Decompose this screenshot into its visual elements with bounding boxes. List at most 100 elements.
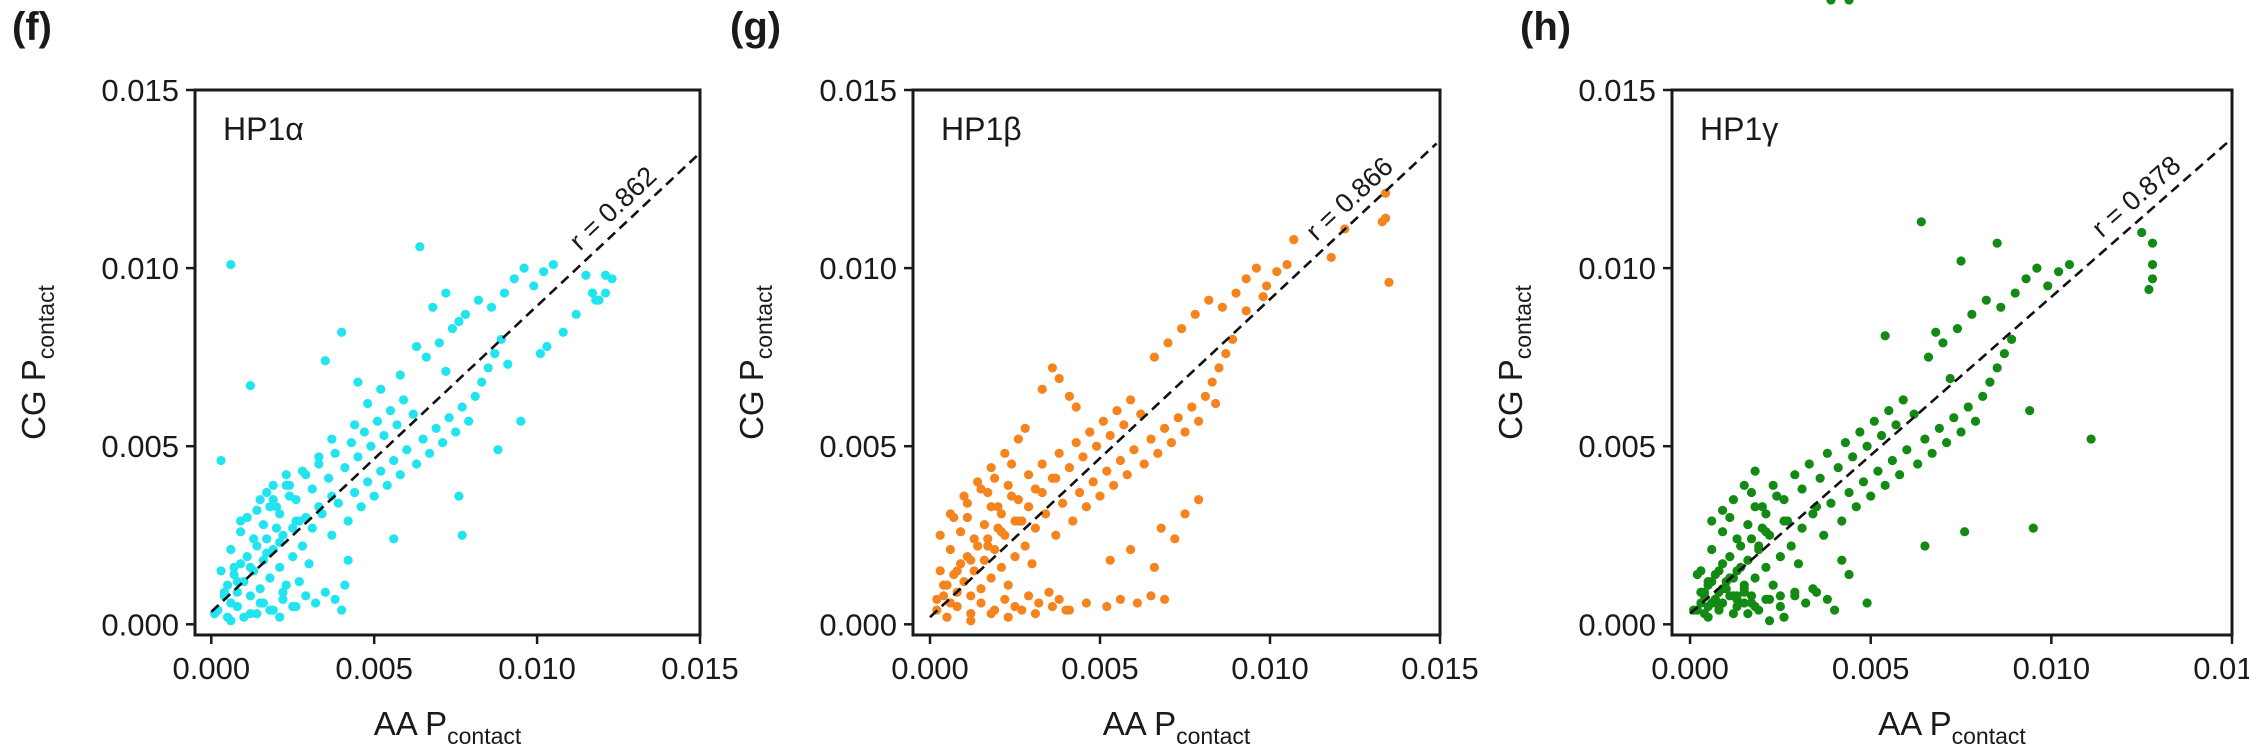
data-point [2086,434,2096,444]
data-point [1020,423,1030,433]
data-point [1115,455,1125,466]
data-point [340,462,350,473]
data-point [1761,527,1771,537]
data-point [509,274,519,284]
y-axis-label-subscript: contact [33,284,59,359]
data-point [1855,427,1865,437]
data-point [932,594,942,604]
data-point [1725,512,1735,523]
data-point [1757,502,1767,512]
data-point [935,530,945,540]
data-point [1109,480,1119,490]
y-axis-label-main: CG P [1492,359,1529,440]
data-point [1938,338,1948,348]
data-point [1030,523,1040,533]
data-point [558,327,568,337]
data-point [516,416,526,426]
data-point [359,427,370,437]
data-point [990,544,1000,555]
data-point [1880,480,1890,490]
data-point [1037,384,1047,394]
plot-frame [911,88,1442,637]
data-point [1068,516,1078,526]
data-point [979,555,990,565]
data-point [1739,580,1749,590]
data-point [1092,441,1102,451]
data-point [1180,509,1190,519]
data-point [382,480,392,490]
x-axis-label: AA Pcontact [374,705,522,749]
data-point [1007,491,1017,501]
data-point [1786,541,1796,551]
data-point [935,566,945,576]
data-point [457,530,467,540]
data-point [587,288,598,298]
data-point [962,512,973,523]
data-point [1000,448,1010,458]
data-point [271,523,282,533]
data-point [252,505,262,515]
data-point [1149,352,1159,362]
data-point [969,534,979,544]
data-point [1761,594,1771,604]
data-point [1775,552,1785,562]
data-point [1153,448,1163,458]
data-point [1761,562,1771,572]
data-point [1381,213,1391,223]
y-tick-label: 0.015 [101,73,179,108]
data-point [333,498,343,508]
data-point [275,509,285,519]
x-tick-label: 0.005 [335,651,413,686]
data-point [1956,256,1966,266]
data-point [1714,566,1724,576]
data-point [1717,505,1728,515]
data-point [219,587,229,597]
data-point [418,434,428,444]
data-point [1166,438,1176,448]
data-point [1808,584,1818,594]
data-point [1775,591,1785,601]
x-tick-label: 0.010 [2013,651,2091,686]
data-point [1840,438,1851,448]
data-point [1779,495,1789,505]
data-point [278,530,288,540]
data-point [265,573,275,583]
data-point [2043,281,2053,291]
data-point [1044,587,1054,597]
data-point [1231,288,1241,298]
data-point [408,409,418,419]
data-point [1844,569,1854,580]
data-point [1801,598,1811,608]
data-point [275,562,285,572]
data-point [581,270,591,280]
data-point [441,288,451,298]
data-point [1717,527,1728,537]
data-point [1064,462,1074,473]
data-point [1956,427,1966,437]
data-point [1017,516,1027,526]
data-point [363,398,373,409]
data-point [1927,448,1937,458]
data-point [499,288,510,298]
data-point [1194,495,1204,505]
chart-panel-2: (h) 0.000 0.005 0.010 0.015 0.000 0.005 0.010 0.… [1492,0,2249,749]
data-point [216,455,226,466]
data-point [2021,274,2031,284]
data-point [490,348,500,359]
data-point [2032,263,2042,273]
data-point [1707,544,1717,555]
data-point [1768,480,1778,490]
data-point [548,259,558,270]
x-tick-label: 0.010 [1231,651,1309,686]
data-point [1146,434,1156,444]
x-tick-label: 0.005 [1061,651,1139,686]
data-point [1728,609,1739,619]
data-point [1873,466,1883,476]
x-axis-label-main: AA P [1103,705,1176,742]
data-point [1010,601,1020,612]
data-point [1126,544,1136,555]
data-point [1750,466,1760,476]
y-axis-label-subscript: contact [751,284,777,359]
data-point [271,502,282,512]
